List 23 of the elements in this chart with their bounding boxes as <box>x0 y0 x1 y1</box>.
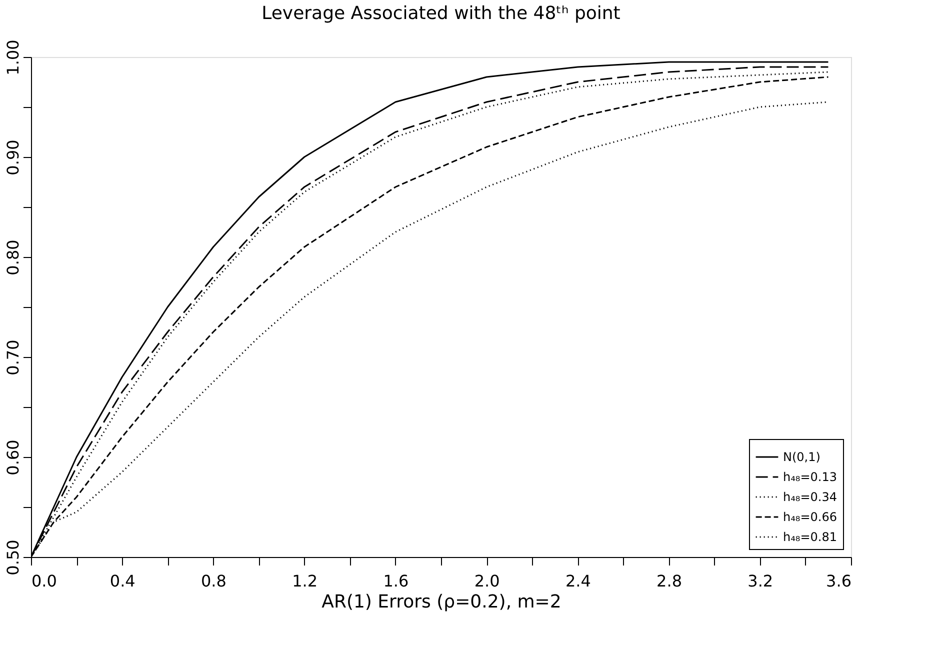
x-tick-label: 3.2 <box>748 572 774 590</box>
legend-label: h₄₈=0.66 <box>783 510 837 524</box>
x-tick-label: 1.2 <box>292 572 318 590</box>
y-tick-label: 0.80 <box>4 240 22 276</box>
x-axis-title: AR(1) Errors (ρ=0.2), m=2 <box>322 592 562 612</box>
y-tick-label: 0.70 <box>4 340 22 376</box>
x-tick-label: 2.0 <box>474 572 500 590</box>
legend-label: N(0,1) <box>783 450 820 464</box>
x-tick-label: 1.6 <box>383 572 409 590</box>
x-tick-label: 2.8 <box>656 572 682 590</box>
y-tick-label: 0.50 <box>4 540 22 576</box>
legend-label: h₄₈=0.34 <box>783 490 837 504</box>
x-tick-label: 0.4 <box>110 572 136 590</box>
x-tick-label: 0.0 <box>32 572 57 590</box>
y-tick-label: 0.90 <box>4 140 22 176</box>
chart-title: Leverage Associated with the 48ᵗʰ point <box>262 3 620 24</box>
x-tick-label: 2.4 <box>565 572 591 590</box>
x-tick-label: 0.8 <box>200 572 226 590</box>
y-tick-label: 0.60 <box>4 440 22 476</box>
legend-label: h₄₈=0.81 <box>783 530 837 544</box>
y-tick-label: 1.00 <box>4 40 22 76</box>
x-tick-label: 3.6 <box>826 572 852 590</box>
legend-label: h₄₈=0.13 <box>783 470 837 484</box>
